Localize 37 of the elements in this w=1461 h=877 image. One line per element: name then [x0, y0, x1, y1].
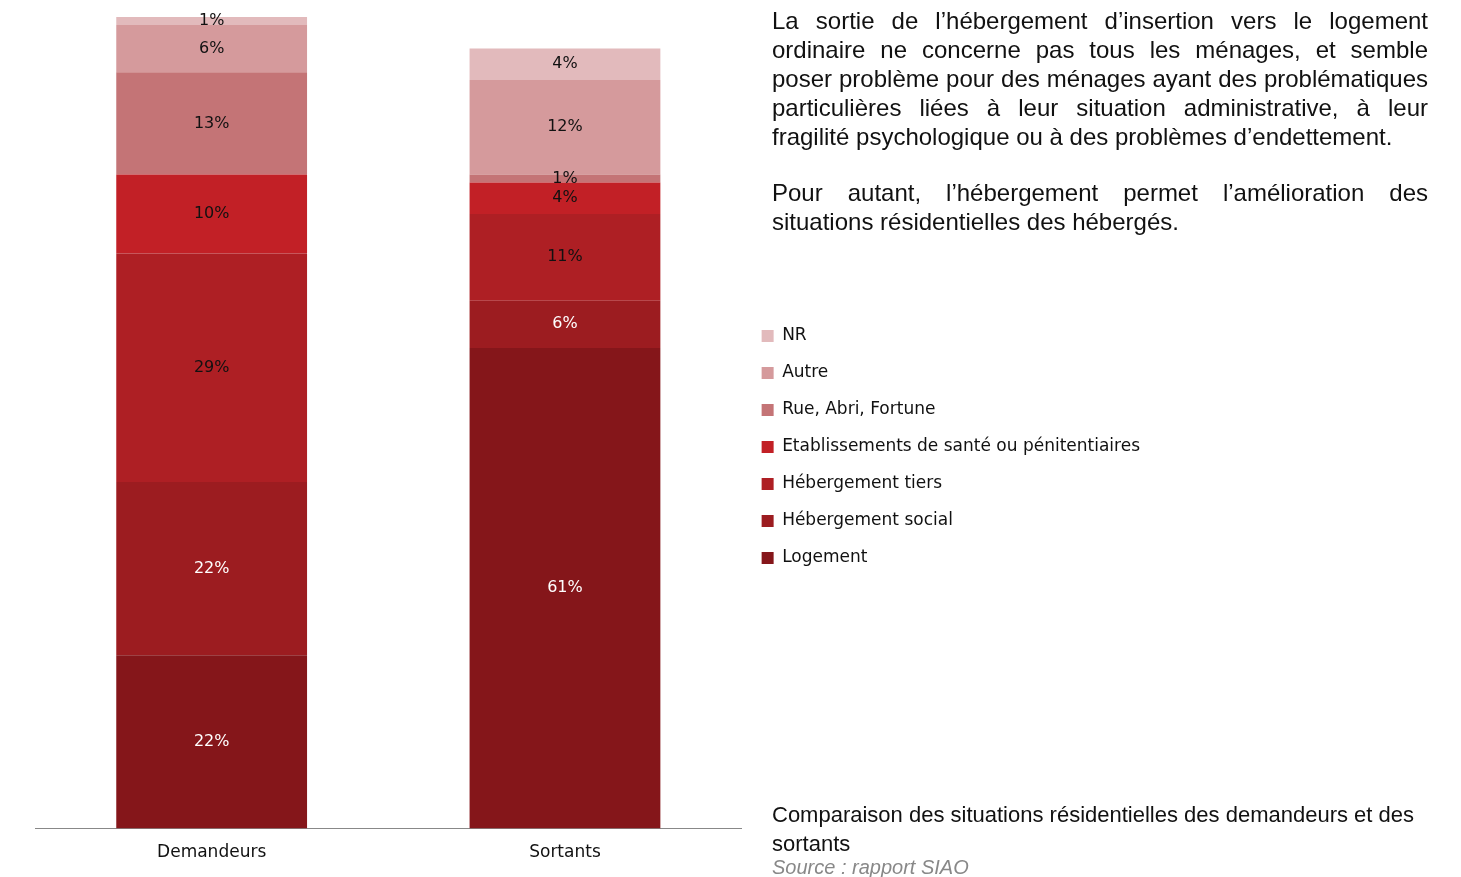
bar	[469, 48, 661, 81]
bar	[116, 72, 308, 175]
legend-label: Logement	[782, 546, 868, 567]
data-label: 4%	[552, 53, 578, 73]
bar	[469, 347, 661, 829]
legend-label: Etablissements de santé ou pénitentiaires	[782, 435, 1141, 456]
text: Pour autant, l’hébergement permet l’amélioration des situations résidentielles des hébergés.	[772, 178, 1428, 236]
legend-label: NR	[782, 324, 807, 345]
data-label: 6%	[198, 37, 225, 57]
data-label: 13%	[193, 112, 230, 132]
text: Comparaison des situations résidentielles des demandeurs et des sortants	[772, 800, 1442, 858]
data-label: 1%	[198, 10, 225, 30]
data-label: 61%	[547, 577, 583, 597]
bar	[116, 253, 308, 482]
data-label: 1%	[552, 167, 578, 187]
data-label: 10%	[193, 203, 230, 223]
bar	[116, 481, 308, 656]
data-label: 22%	[193, 557, 230, 577]
legend-label: Rue, Abri, Fortune	[782, 398, 936, 419]
bar	[116, 24, 308, 73]
data-label: 11%	[547, 246, 583, 266]
data-label: 6%	[552, 313, 578, 333]
data-label: 29%	[193, 356, 230, 376]
bar	[469, 300, 661, 348]
legend-label: Hébergement social	[782, 509, 953, 530]
bar	[116, 174, 308, 254]
x-tick-label: Sortants	[529, 841, 601, 862]
data-label: 4%	[552, 187, 578, 207]
data-label: 22%	[193, 731, 230, 751]
x-tick-label: Demandeurs	[157, 841, 267, 862]
bar	[116, 655, 308, 829]
bar	[469, 213, 661, 301]
text: La sortie de l’hébergement d’insertion vers le logement ordinaire ne concerne pas tous les ménages, et semble poser problème pour des ménages ayant des problématiques particulières liées à leur situation administrative, à leur fragilité psychologique ou à des problèmes d’endettement.	[772, 6, 1428, 151]
data-label: 12%	[547, 116, 583, 136]
legend-label: Autre	[782, 361, 829, 382]
bar	[469, 182, 661, 214]
legend-label: Hébergement tiers	[782, 472, 943, 493]
